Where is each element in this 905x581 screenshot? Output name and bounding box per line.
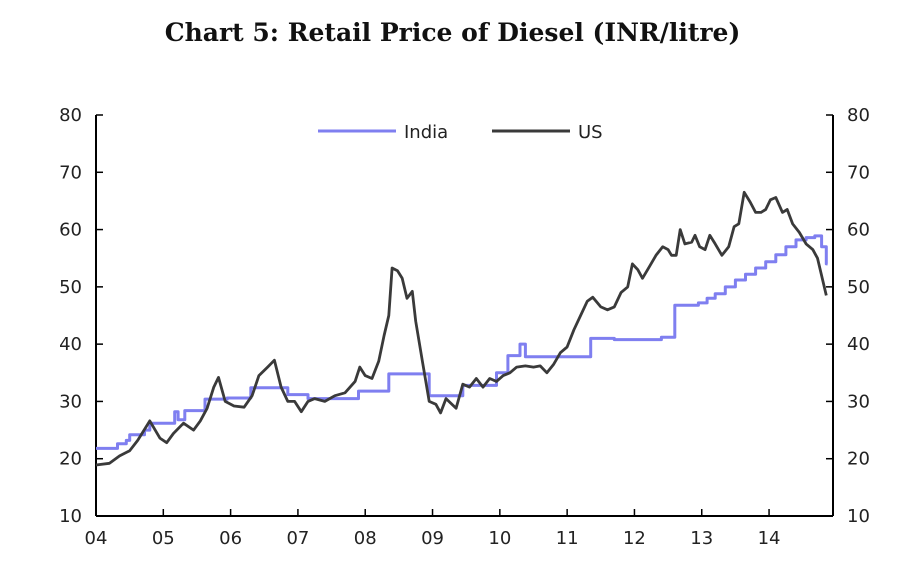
y-tick-label-right: 30 xyxy=(847,391,870,412)
x-tick-label: 08 xyxy=(354,528,377,549)
x-tick-label: 06 xyxy=(219,528,242,549)
x-tick-label: 04 xyxy=(85,528,108,549)
y-tick-label-left: 30 xyxy=(59,391,82,412)
legend: India US xyxy=(318,122,603,143)
x-tick-label: 11 xyxy=(556,528,579,549)
series-line-india xyxy=(96,234,828,450)
legend-label-india: India xyxy=(404,122,448,143)
y-tick-label-right: 60 xyxy=(847,220,870,241)
y-tick-label-right: 10 xyxy=(847,506,870,527)
x-tick-label: 12 xyxy=(623,528,646,549)
x-tick-label: 05 xyxy=(152,528,175,549)
y-tick-label-left: 70 xyxy=(59,162,82,183)
y-tick-label-left: 20 xyxy=(59,449,82,470)
x-tick-label: 13 xyxy=(690,528,713,549)
y-tick-label-right: 20 xyxy=(847,449,870,470)
legend-label-us: US xyxy=(578,122,603,143)
axes: 10 10 20 20 30 30 40 40 50 50 60 60 70 70 80 80 04 05 06 07… xyxy=(59,105,870,549)
y-tick-label-left: 80 xyxy=(59,105,82,126)
chart-title: Chart 5: Retail Price of Diesel (INR/lit… xyxy=(164,18,741,47)
y-tick-label-left: 60 xyxy=(59,220,82,241)
y-tick-label-left: 40 xyxy=(59,334,82,355)
y-tick-label-right: 70 xyxy=(847,162,870,183)
x-tick-label: 10 xyxy=(488,528,511,549)
x-tick-label: 07 xyxy=(286,528,309,549)
x-tick-label: 09 xyxy=(421,528,444,549)
series-line-us xyxy=(95,190,828,467)
y-tick-label-left: 10 xyxy=(59,506,82,527)
y-tick-label-left: 50 xyxy=(59,277,82,298)
x-tick-label: 14 xyxy=(758,528,781,549)
y-tick-label-right: 50 xyxy=(847,277,870,298)
y-tick-label-right: 80 xyxy=(847,105,870,126)
plot-area xyxy=(95,190,828,467)
y-tick-label-right: 40 xyxy=(847,334,870,355)
